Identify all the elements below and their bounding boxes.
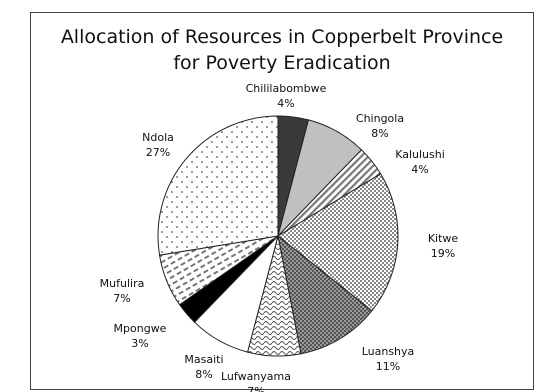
slice-label-mpongwe: Mpongwe: [114, 322, 167, 335]
slice-label-kitwe: Kitwe: [428, 232, 459, 245]
pie-slice-kitwe: [277, 173, 399, 312]
slice-label-lufwanyama: Lufwanyama: [221, 370, 291, 383]
slice-label-masaiti: Masaiti: [184, 353, 223, 366]
slice-percent-kalulushi: 4%: [411, 163, 428, 176]
slice-label-chililabombwe: Chililabombwe: [246, 82, 327, 95]
slice-percent-mufulira: 7%: [113, 292, 130, 305]
slice-percent-ndola: 27%: [146, 146, 170, 159]
pie-slice-luanshya: [277, 234, 373, 355]
slice-percent-chingola: 8%: [371, 127, 388, 140]
chart-title-line-1: Allocation of Resources in Copperbelt Pr…: [60, 26, 504, 48]
slice-label-ndola: Ndola: [142, 131, 174, 144]
slice-percent-luanshya: 11%: [376, 360, 400, 373]
slice-percent-mpongwe: 3%: [131, 337, 148, 350]
chart-title-line-2: for Poverty Eradication: [173, 52, 391, 74]
slice-label-mufulira: Mufulira: [100, 277, 145, 290]
slice-percent-masaiti: 8%: [195, 368, 212, 381]
slice-label-chingola: Chingola: [356, 112, 404, 125]
slice-percent-kitwe: 19%: [431, 247, 455, 260]
slice-percent-chililabombwe: 4%: [277, 97, 294, 110]
slice-percent-lufwanyama: 7%: [247, 385, 264, 392]
slice-label-kalulushi: Kalulushi: [395, 148, 445, 161]
slice-label-luanshya: Luanshya: [362, 345, 415, 358]
pie-slice-ndola: [157, 115, 279, 256]
